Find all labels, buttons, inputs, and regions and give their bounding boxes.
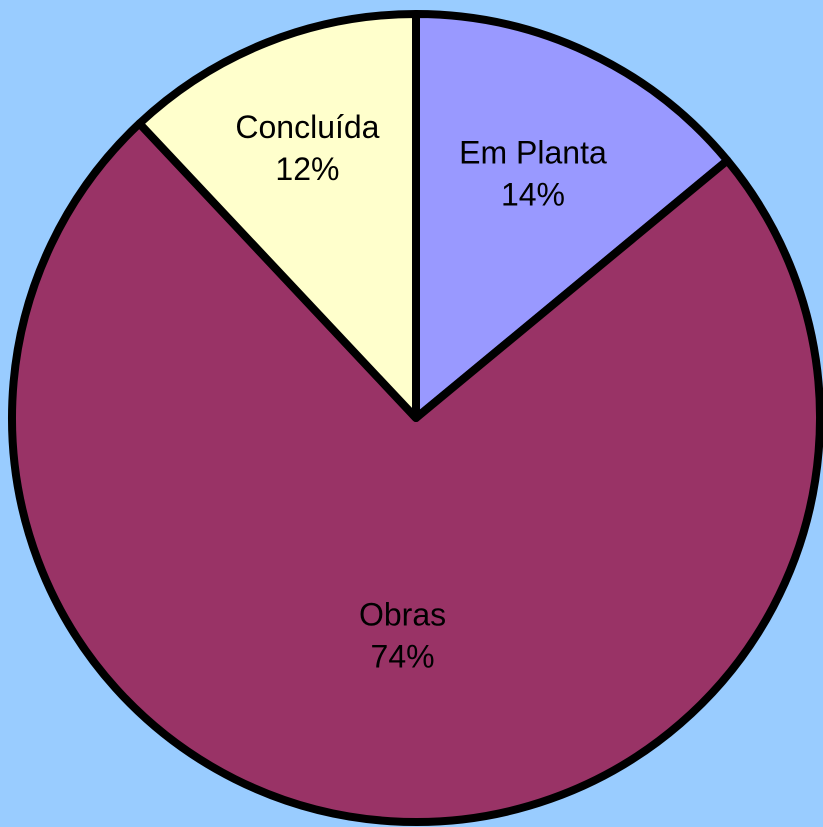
slice-label-obras: Obras: [359, 597, 446, 633]
pie-slice-obras: [8, 119, 823, 826]
slice-label-conclu-da: Concluída: [235, 109, 379, 145]
slice-value-em-planta: 14%: [501, 176, 565, 212]
slice-label-em-planta: Em Planta: [459, 134, 607, 170]
slice-value-conclu-da: 12%: [275, 151, 339, 187]
slice-value-obras: 74%: [371, 639, 435, 675]
pie-slice-em-planta: [412, 10, 732, 422]
pie-slice-conclu-da: [135, 10, 420, 422]
